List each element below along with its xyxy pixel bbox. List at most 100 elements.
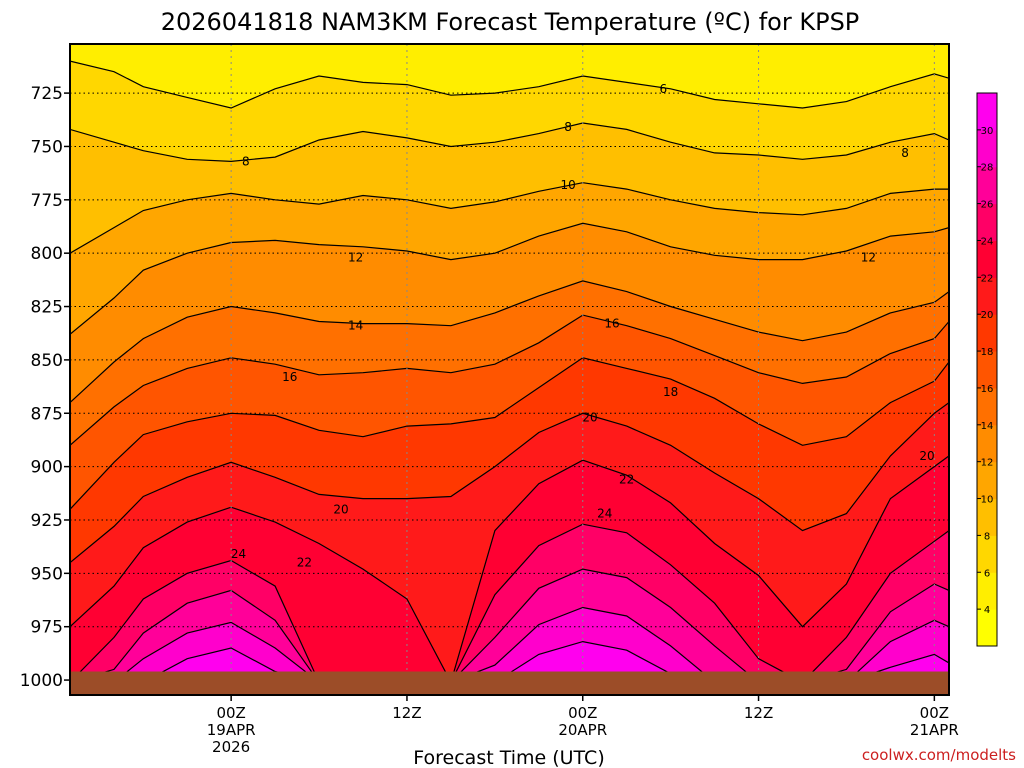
y-tick-label-750: 750 [31, 137, 63, 157]
contour-label-8: 8 [564, 120, 572, 134]
colorbar-segment-13 [977, 129, 997, 168]
x-axis-label: Forecast Time (UTC) [413, 747, 604, 768]
x-tick-label-30-1: 20APR [558, 721, 607, 739]
colorbar-label-28: 28 [981, 163, 994, 174]
contour-label-8: 8 [242, 154, 250, 168]
colorbar-segment-10 [977, 240, 997, 278]
svg-text:16: 16 [604, 317, 619, 331]
colorbar-label-8: 8 [984, 531, 990, 542]
colorbar-segment-3 [977, 498, 997, 536]
x-tick-label-6-2: 2026 [212, 738, 250, 756]
isotherm-10 [70, 182, 949, 254]
contour-label-22: 22 [297, 556, 312, 570]
svg-text:24: 24 [597, 507, 612, 521]
y-tick-label-800: 800 [31, 244, 63, 264]
x-tick-label-18-0: 12Z [392, 704, 421, 722]
colorbar-segment-0 [977, 609, 997, 647]
contour-label-16: 16 [282, 370, 297, 384]
y-tick-label-850: 850 [31, 351, 63, 371]
isotherm-16 [70, 314, 949, 446]
contour-label-24: 24 [597, 507, 612, 521]
svg-text:12: 12 [348, 250, 363, 264]
chart-title: 2026041818 NAM3KM Forecast Temperature (… [161, 8, 860, 36]
svg-text:22: 22 [619, 472, 634, 486]
isotherm-8 [70, 122, 949, 163]
credit-text: coolwx.com/modelts [862, 746, 1016, 764]
svg-text:20: 20 [582, 411, 597, 425]
svg-text:12: 12 [861, 250, 876, 264]
colorbar-segment-4 [977, 461, 997, 500]
colorbar-label-14: 14 [981, 421, 994, 432]
isotherm-18 [70, 357, 949, 510]
temperature-fills [70, 44, 949, 695]
plot-frame [69, 43, 950, 696]
colorbar-segment-12 [977, 166, 997, 205]
colorbar: 4 6 8 10 12 14 16 18 20 22 24 26 28 30 [976, 92, 998, 647]
svg-text:8: 8 [242, 154, 250, 168]
contour-label-24: 24 [231, 547, 246, 561]
plot-area: 6 8 8 8 10 12 12 14 16 16 18 20 20 20 22 22 24 24 [70, 44, 949, 695]
svg-text:16: 16 [282, 370, 297, 384]
grid-lines [70, 44, 949, 695]
contour-label-20: 20 [919, 449, 934, 463]
contour-label-20: 20 [582, 411, 597, 425]
y-tick-label-825: 825 [31, 298, 63, 318]
svg-text:14: 14 [348, 319, 363, 333]
isotherm-24 [70, 523, 949, 683]
svg-text:20: 20 [919, 449, 934, 463]
isotherm-6 [70, 60, 949, 109]
colorbar-segment-5 [977, 424, 997, 463]
isotherm-22 [70, 455, 949, 684]
colorbar-segment-2 [977, 535, 997, 573]
colorbar-segment-1 [977, 572, 997, 610]
svg-text:8: 8 [901, 146, 909, 160]
svg-text:22: 22 [297, 556, 312, 570]
colorbar-label-30: 30 [981, 126, 994, 137]
isotherm-14 [70, 280, 949, 404]
y-tick-label-950: 950 [31, 564, 63, 584]
y-tick-label-1000: 1000 [20, 671, 63, 691]
contour-label-18: 18 [663, 385, 678, 399]
colorbar-segment-8 [977, 314, 997, 352]
colorbar-label-24: 24 [981, 236, 994, 247]
y-tick-label-875: 875 [31, 404, 63, 424]
svg-text:24: 24 [231, 547, 246, 561]
contour-label-14: 14 [348, 319, 363, 333]
colorbar-label-26: 26 [981, 200, 994, 211]
x-tick-label-42-0: 12Z [744, 704, 773, 722]
contour-label-12: 12 [348, 250, 363, 264]
svg-text:18: 18 [663, 385, 678, 399]
colorbar-label-4: 4 [984, 605, 990, 616]
colorbar-label-22: 22 [981, 273, 994, 284]
y-tick-label-725: 725 [31, 84, 63, 104]
colorbar-segment-14 [977, 93, 997, 131]
x-tick-label-6-0: 00Z [216, 704, 245, 722]
contour-label-12: 12 [861, 250, 876, 264]
colorbar-label-12: 12 [981, 458, 994, 469]
isotherm-20 [70, 402, 949, 564]
svg-text:6: 6 [660, 82, 668, 96]
colorbar-label-20: 20 [981, 310, 994, 321]
x-tick-label-6-1: 19APR [207, 721, 256, 739]
colorbar-frame [976, 92, 998, 647]
contour-label-6: 6 [660, 82, 668, 96]
colorbar-label-6: 6 [984, 568, 990, 579]
x-tick-label-30-0: 00Z [568, 704, 597, 722]
y-tick-label-775: 775 [31, 191, 63, 211]
contour-label-8: 8 [901, 146, 909, 160]
svg-text:10: 10 [560, 178, 575, 192]
colorbar-label-16: 16 [981, 384, 994, 395]
colorbar-segment-9 [977, 277, 997, 315]
colorbar-segment-7 [977, 351, 997, 389]
y-axis: 725 750 775 800 825 850 875 900 925 950 975 1000 [20, 84, 70, 691]
y-tick-label-975: 975 [31, 618, 63, 638]
svg-text:20: 20 [333, 502, 348, 516]
colorbar-label-18: 18 [981, 347, 994, 358]
colorbar-segment-11 [977, 203, 997, 241]
x-tick-label-54-0: 00Z [920, 704, 949, 722]
colorbar-label-10: 10 [981, 495, 994, 506]
x-tick-label-54-1: 21APR [910, 721, 959, 739]
colorbar-segment-6 [977, 387, 997, 426]
